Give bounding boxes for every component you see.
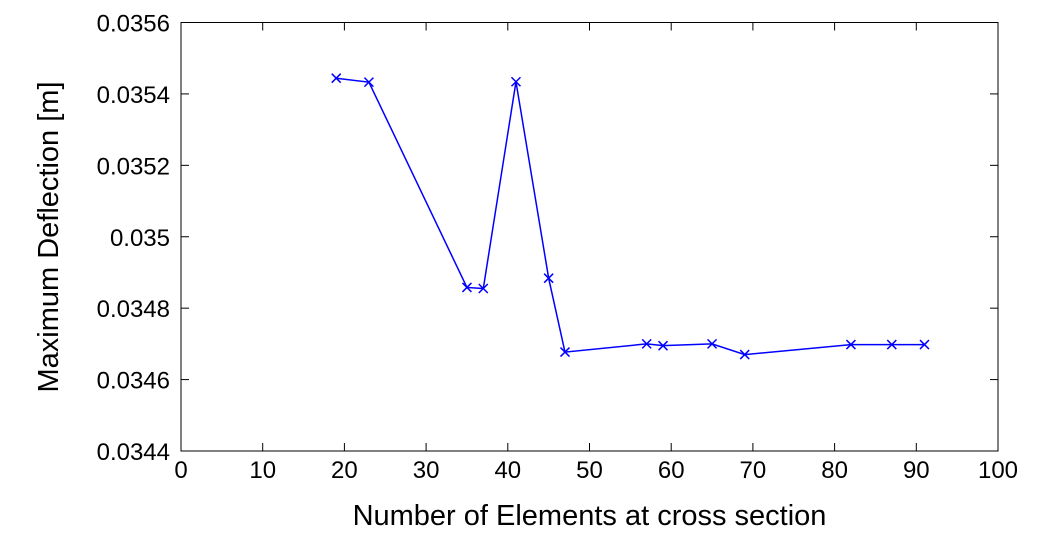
y-tick-label: 0.035 bbox=[110, 225, 170, 252]
x-tick-label: 20 bbox=[331, 457, 358, 484]
data-point-marker bbox=[363, 77, 374, 88]
x-tick-label: 70 bbox=[740, 457, 767, 484]
y-tick-label: 0.0348 bbox=[97, 296, 170, 323]
y-tick-label: 0.0352 bbox=[97, 153, 170, 180]
data-point-marker bbox=[845, 339, 856, 350]
data-point-marker bbox=[641, 338, 652, 349]
y-tick-label: 0.0346 bbox=[97, 368, 170, 395]
x-tick-label: 10 bbox=[249, 457, 276, 484]
y-tick-label: 0.0354 bbox=[97, 82, 170, 109]
data-point-marker bbox=[739, 349, 750, 360]
x-tick-label: 100 bbox=[978, 457, 1018, 484]
data-point-marker bbox=[461, 282, 472, 293]
data-point-marker bbox=[510, 76, 522, 87]
y-tick-label: 0.0356 bbox=[97, 11, 170, 38]
series-line bbox=[336, 77, 925, 356]
x-tick-label: 60 bbox=[658, 457, 685, 484]
x-tick-label: 0 bbox=[174, 457, 187, 484]
x-tick-label: 30 bbox=[413, 457, 440, 484]
data-point-marker bbox=[707, 338, 718, 349]
x-tick-label: 50 bbox=[576, 457, 603, 484]
data-point-marker bbox=[331, 73, 342, 84]
x-axis-label: Number of Elements at cross section bbox=[353, 500, 827, 532]
data-point-marker bbox=[919, 339, 930, 350]
x-tick-label: 40 bbox=[494, 457, 521, 484]
y-tick-label: 0.0344 bbox=[97, 439, 170, 466]
data-point-marker bbox=[543, 273, 554, 284]
y-axis-label: Maximum Deflection [m] bbox=[33, 81, 65, 392]
plot-area bbox=[180, 22, 999, 452]
data-point-marker bbox=[886, 339, 897, 350]
x-tick-label: 80 bbox=[821, 457, 848, 484]
x-tick-label: 90 bbox=[903, 457, 930, 484]
series bbox=[331, 73, 930, 360]
axis-ticks: 0 10 20 30 40 50 60 70 80 90 100 0.0344 0.0346 0.0348… bbox=[97, 11, 1018, 485]
data-point-marker bbox=[559, 347, 571, 358]
data-point-marker bbox=[478, 283, 489, 294]
data-point-marker bbox=[657, 340, 669, 351]
